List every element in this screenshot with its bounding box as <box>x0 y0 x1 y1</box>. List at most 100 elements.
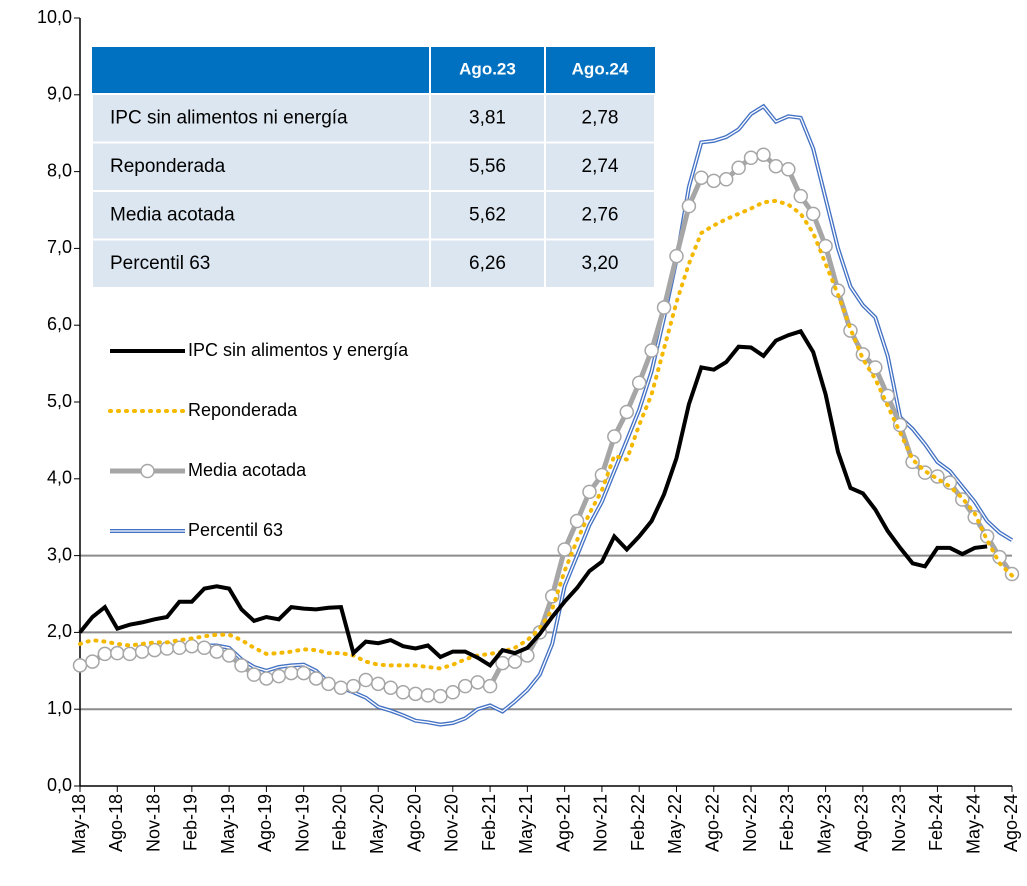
x-tick-label: Feb-24 <box>926 794 946 851</box>
table-cell-bg <box>93 143 429 190</box>
marker <box>942 475 958 490</box>
marker <box>420 688 436 703</box>
y-tick-label: 4,0 <box>47 468 72 488</box>
marker <box>607 429 622 444</box>
y-tick-label: 3,0 <box>47 544 72 564</box>
marker <box>122 646 137 662</box>
x-tick-label: Ago-22 <box>703 794 723 852</box>
marker <box>706 173 722 189</box>
line <box>78 328 988 669</box>
marker <box>383 680 398 695</box>
x-tick-label: Ago-21 <box>553 794 573 852</box>
table-cell: 3,20 <box>582 253 619 274</box>
marker <box>72 658 88 673</box>
y-tick-label: 2,0 <box>47 621 72 641</box>
marker <box>221 648 237 663</box>
y-tick-label: 8,0 <box>47 160 72 180</box>
marker <box>308 671 324 686</box>
marker <box>781 162 796 177</box>
marker <box>408 686 423 702</box>
marker <box>147 642 162 658</box>
marker <box>656 300 672 315</box>
marker <box>470 675 485 690</box>
table-cell: 2,74 <box>582 156 619 177</box>
x-tick-label: Ago-20 <box>404 794 424 852</box>
table-cell-bg <box>93 240 429 287</box>
y-tick-label: 5,0 <box>47 391 72 411</box>
table-cell-bg <box>546 240 654 287</box>
marker <box>868 360 883 375</box>
y-tick-label: 10,0 <box>37 7 72 27</box>
x-tick-label: Ago-23 <box>852 794 872 852</box>
x-tick-label: May-18 <box>69 794 89 854</box>
table-header-cell: Ago.24 <box>572 59 629 78</box>
marker <box>507 654 523 669</box>
x-tick-label: May-21 <box>516 794 536 854</box>
marker <box>370 676 386 692</box>
table-cell: Media acotada <box>110 204 235 225</box>
table-cell-bg <box>431 143 544 190</box>
x-tick-label: May-24 <box>963 794 983 854</box>
table-cell: 6,26 <box>469 253 506 274</box>
marker <box>718 172 734 187</box>
line <box>78 198 1014 671</box>
x-tick-label: Feb-21 <box>479 794 499 851</box>
marker <box>110 645 125 661</box>
marker <box>259 671 274 686</box>
table-cell: 5,62 <box>469 204 506 225</box>
marker <box>818 238 833 254</box>
x-tick-label: Nov-23 <box>889 794 909 852</box>
table-cell-bg <box>546 143 654 190</box>
x-tick-label: Nov-19 <box>292 794 312 852</box>
x-tick-label: May-20 <box>367 794 387 854</box>
table: Ago.23 Ago.24 IPC sin alimentos ni energía… <box>92 47 655 287</box>
x-tick-label: Feb-20 <box>330 794 350 851</box>
x-tick-label: Ago-19 <box>255 794 275 852</box>
table-cell-bg <box>431 192 544 239</box>
legend-label: Percentil 63 <box>188 520 283 540</box>
table-cell: Percentil 63 <box>110 253 210 274</box>
marker <box>172 640 187 656</box>
marker <box>681 198 697 214</box>
table-header-cell: Ago.23 <box>459 59 516 78</box>
x-tick-label: Nov-21 <box>591 794 611 852</box>
marker <box>457 678 473 694</box>
x-tick-label: May-22 <box>665 794 685 854</box>
legend-label: Media acotada <box>188 460 307 480</box>
table-cell-bg <box>546 192 654 239</box>
x-tick-label: Nov-22 <box>740 794 760 852</box>
table-cell: Reponderada <box>110 156 226 177</box>
marker <box>358 672 374 688</box>
marker <box>557 542 572 557</box>
marker <box>234 658 249 673</box>
legend-label: IPC sin alimentos y energía <box>188 340 409 360</box>
marker <box>445 685 461 700</box>
marker <box>97 646 113 662</box>
table-cell-bg <box>431 240 544 287</box>
marker <box>582 484 597 500</box>
x-tick-label: Feb-22 <box>628 794 648 851</box>
y-tick-label: 9,0 <box>47 84 72 104</box>
marker <box>644 343 659 358</box>
marker <box>395 685 411 700</box>
x-tick-label: Ago-24 <box>1001 794 1021 852</box>
marker <box>333 680 349 695</box>
marker <box>731 160 746 176</box>
marker <box>768 158 784 174</box>
marker <box>271 668 287 684</box>
marker <box>631 375 647 391</box>
marker <box>321 676 336 692</box>
x-tick-label: Ago-18 <box>106 794 126 852</box>
marker <box>805 206 821 222</box>
marker <box>743 150 759 166</box>
x-tick-label: Feb-23 <box>777 794 797 851</box>
marker <box>197 640 212 656</box>
marker <box>433 688 448 704</box>
y-tick-label: 1,0 <box>47 698 72 718</box>
marker <box>482 678 498 694</box>
marker <box>756 147 771 162</box>
table-cell-bg <box>93 95 429 142</box>
y-tick-label: 6,0 <box>47 314 72 334</box>
table-cell-bg <box>431 95 544 142</box>
marker <box>85 654 100 669</box>
